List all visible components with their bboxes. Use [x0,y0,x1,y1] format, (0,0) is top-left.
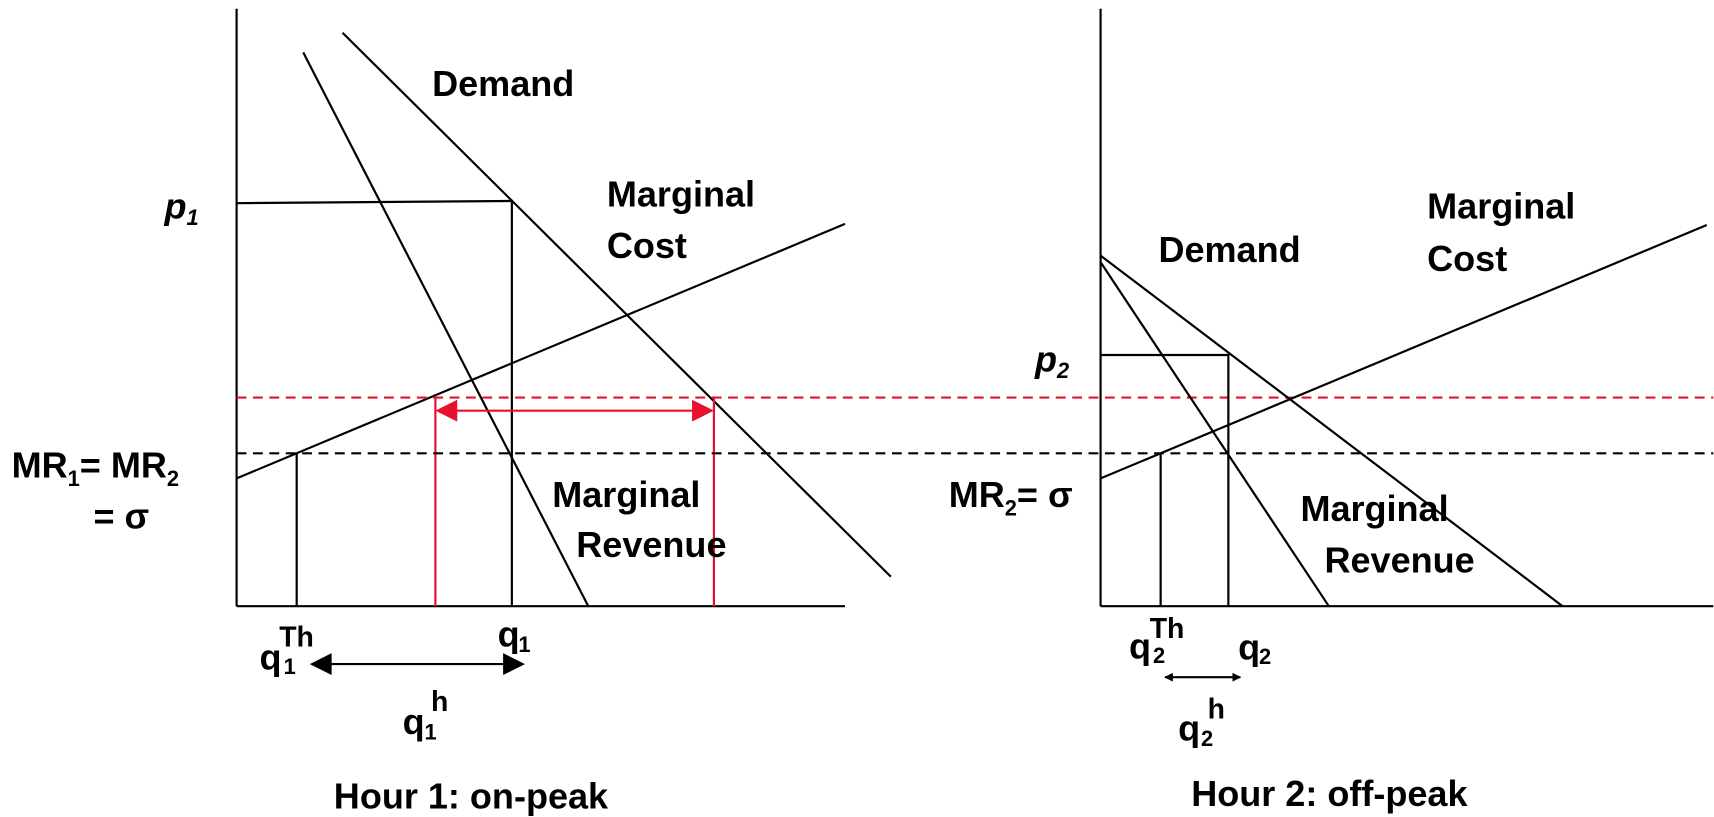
label: Revenue [576,524,726,565]
sub: 1 [284,654,296,679]
mr-label: = σ [94,496,150,537]
demand-curve [341,31,892,578]
label: Revenue [1324,539,1474,580]
panel-title: Hour 2: off-peak [1191,773,1468,814]
q-label: q [1178,708,1200,749]
sub: 2 [167,466,179,491]
demand-curve [1099,254,1564,608]
sub: 1 [187,205,199,230]
part: = MR [80,444,167,485]
sub: 1 [68,466,80,491]
mr-curve [302,51,590,607]
sup: Th [279,622,314,654]
label: Cost [1427,238,1507,279]
part: = σ [1017,474,1073,515]
label: Marginal [1300,488,1448,529]
mr-label: MR2= σ [949,474,1073,521]
price-label: p1 [164,185,199,230]
sup: Th [1150,613,1185,645]
price-guide [236,199,513,607]
label: Demand [1158,229,1300,270]
label: Marginal [552,474,700,515]
price-guide [1100,353,1230,607]
label: Marginal [1427,185,1575,226]
mc-curve [236,222,846,480]
sub: 1 [424,719,436,744]
panel-title: Hour 1: on-peak [334,775,609,816]
q-label: q [1238,627,1260,668]
sup: h [431,686,448,718]
left-panel [235,8,892,676]
part: MR [949,474,1005,515]
q-label: q [403,701,425,742]
sup: h [1208,694,1225,726]
sub: 2 [1005,496,1017,521]
sub: 2 [1259,644,1271,669]
right-panel [1099,8,1714,682]
part: MR [12,444,68,485]
q-label: q [498,614,520,655]
label: Demand [432,63,574,104]
base: p [164,185,187,226]
price-label: p2 [1034,338,1069,383]
q-label: q [260,637,282,678]
mc-curve [1100,223,1708,480]
mr-curve [1099,261,1330,607]
sub: 2 [1201,726,1213,751]
q-label: q [1129,626,1151,667]
label: Cost [607,225,687,266]
label: Marginal [607,173,755,214]
sub: 2 [1056,358,1069,383]
sub: 2 [1153,643,1165,668]
sub: 1 [518,632,530,657]
base: p [1034,338,1057,379]
mr-label: MR1= MR2 [12,444,179,491]
